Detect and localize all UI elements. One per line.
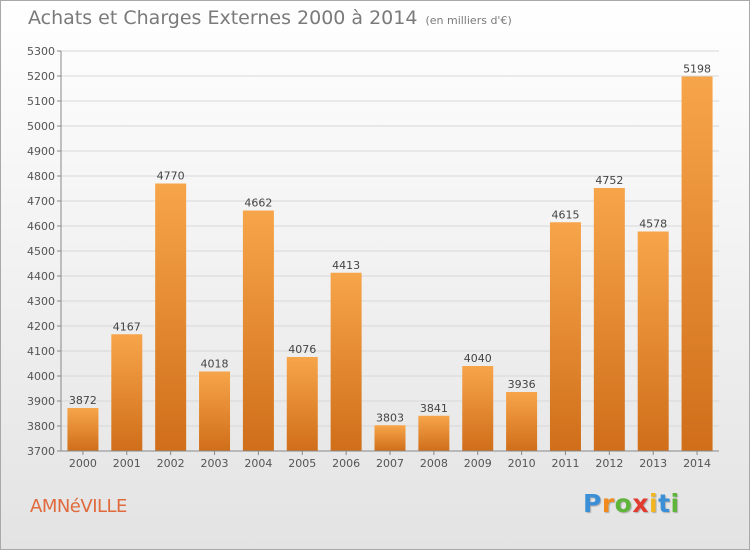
logo-letter: x <box>632 489 649 518</box>
data-label: 4770 <box>157 170 185 183</box>
bar <box>199 371 231 451</box>
x-tick-label: 2008 <box>420 457 448 470</box>
bar <box>111 334 143 451</box>
y-tick-label: 4500 <box>27 245 55 258</box>
bar <box>242 210 274 451</box>
y-tick-label: 5000 <box>27 120 55 133</box>
x-tick-label: 2007 <box>376 457 404 470</box>
bar <box>374 425 406 451</box>
y-tick-label: 4800 <box>27 170 55 183</box>
bar <box>637 231 669 451</box>
x-tick-label: 2006 <box>332 457 360 470</box>
logo-letter: o <box>614 489 633 518</box>
bar <box>67 408 99 451</box>
x-tick-label: 2004 <box>244 457 272 470</box>
data-label: 4018 <box>201 358 229 371</box>
bar <box>286 357 318 451</box>
logo-letter: t <box>658 489 671 518</box>
data-label: 5198 <box>683 63 711 76</box>
y-tick-label: 4700 <box>27 195 55 208</box>
y-tick-label: 3800 <box>27 420 55 433</box>
data-label: 4167 <box>113 320 141 333</box>
bars: 3872 4167 4770 4018 4662 4076 4413 3803 3841 4040… <box>67 63 713 451</box>
y-tick-label: 5200 <box>27 70 55 83</box>
x-tick-label: 2009 <box>464 457 492 470</box>
data-label: 4752 <box>595 174 623 187</box>
x-tick-label: 2002 <box>157 457 185 470</box>
bar <box>506 392 538 451</box>
logo-letter: r <box>601 489 615 518</box>
data-label: 4615 <box>551 208 579 221</box>
bar <box>155 183 187 451</box>
data-label: 4040 <box>464 352 492 365</box>
y-tick-label: 4900 <box>27 145 55 158</box>
data-label: 3803 <box>376 411 404 424</box>
axes: 3700 3800 3900 4000 4100 4200 4300 4400 4500 4600… <box>27 45 719 470</box>
bar <box>330 272 362 451</box>
logo-letter: P <box>583 489 602 518</box>
data-label: 4076 <box>288 343 316 356</box>
y-tick-label: 4100 <box>27 345 55 358</box>
x-tick-label: 2011 <box>551 457 579 470</box>
y-tick-label: 3700 <box>27 445 55 458</box>
data-label: 3872 <box>69 394 97 407</box>
y-tick-label: 3900 <box>27 395 55 408</box>
y-tick-label: 4200 <box>27 320 55 333</box>
y-tick-label: 5100 <box>27 95 55 108</box>
bar <box>681 76 713 451</box>
chart-title-text: Achats et Charges Externes 2000 à 2014 <box>28 7 418 29</box>
proxiti-logo: Proxiti <box>583 489 680 518</box>
data-label: 4662 <box>244 197 272 210</box>
y-tick-label: 4400 <box>27 270 55 283</box>
x-tick-label: 2005 <box>288 457 316 470</box>
x-tick-label: 2001 <box>113 457 141 470</box>
data-label: 4413 <box>332 259 360 272</box>
y-tick-label: 4300 <box>27 295 55 308</box>
y-tick-label: 4600 <box>27 220 55 233</box>
x-tick-label: 2013 <box>639 457 667 470</box>
chart-unit: (en milliers d'€) <box>425 14 512 27</box>
x-tick-label: 2014 <box>683 457 711 470</box>
data-label: 3841 <box>420 402 448 415</box>
y-tick-label: 5300 <box>27 45 55 58</box>
chart-title: Achats et Charges Externes 2000 à 2014 (e… <box>28 7 512 29</box>
bar <box>593 188 625 451</box>
data-label: 3936 <box>508 378 536 391</box>
x-tick-label: 2010 <box>508 457 536 470</box>
data-label: 4578 <box>639 218 667 231</box>
bar <box>462 366 494 451</box>
x-tick-label: 2003 <box>201 457 229 470</box>
x-tick-label: 2012 <box>595 457 623 470</box>
y-tick-label: 4000 <box>27 370 55 383</box>
city-name: AMNéVILLE <box>30 496 127 517</box>
x-tick-label: 2000 <box>69 457 97 470</box>
bar <box>549 222 581 451</box>
logo-letter: i <box>649 489 659 518</box>
logo-letter: i <box>670 489 680 518</box>
bar <box>418 415 450 451</box>
